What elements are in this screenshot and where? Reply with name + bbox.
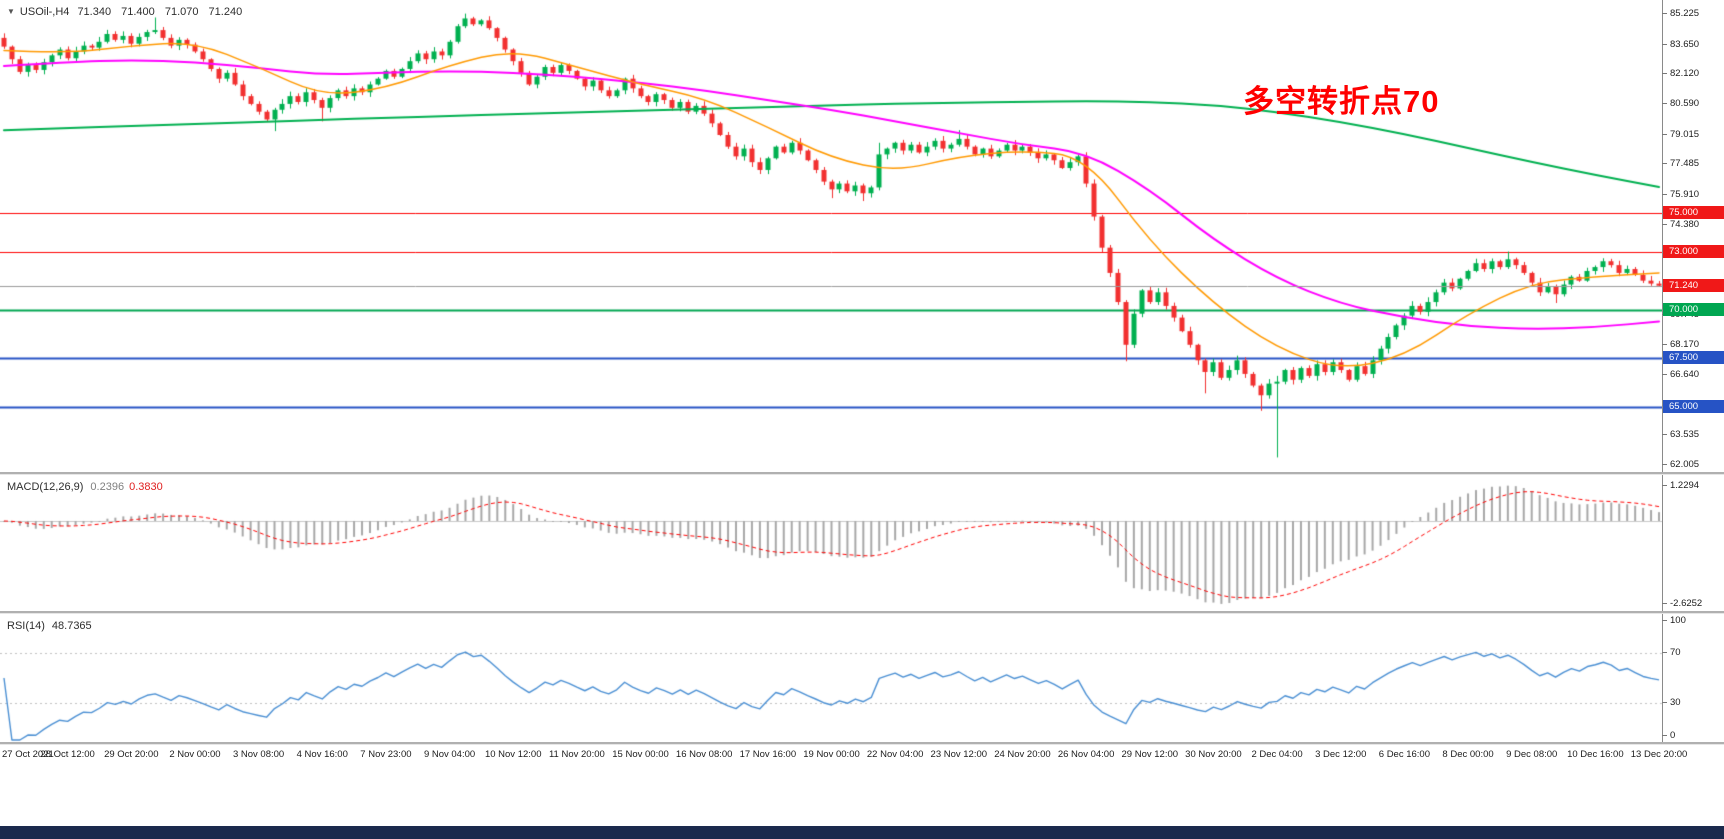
panel-separator[interactable] — [0, 611, 1724, 614]
price-tick-label: 77.485 — [1661, 158, 1700, 170]
rsi-tick-label: 30 — [1662, 696, 1681, 708]
taskbar — [0, 826, 1724, 839]
macd-indicator-name: MACD(12,26,9) — [7, 481, 84, 493]
macd-tick-label: -2.6252 — [1661, 597, 1703, 609]
time-label: 9 Dec 08:00 — [1506, 749, 1558, 760]
symbol-ohlc-quote: 71.340 71.400 71.070 71.240 — [77, 6, 243, 18]
price-tick-label: 85.225 — [1661, 8, 1700, 20]
macd-signal-value: 0.3830 — [129, 481, 163, 493]
time-label: 23 Nov 12:00 — [930, 749, 988, 760]
price-tick-label: 63.535 — [1661, 429, 1700, 441]
rsi-value: 48.7365 — [51, 620, 92, 632]
price-line-badge: 65.000 — [1663, 399, 1724, 413]
rsi-tick-label: 100 — [1662, 615, 1686, 626]
price-line-badge: 73.000 — [1663, 244, 1724, 258]
price-tick-label: 75.910 — [1661, 189, 1700, 201]
rsi-indicator-name: RSI(14) — [7, 620, 45, 632]
rsi-chart-canvas[interactable] — [0, 614, 1663, 742]
price-line-badge: 75.000 — [1663, 205, 1724, 219]
time-label: 24 Nov 20:00 — [994, 749, 1051, 760]
time-label: 19 Nov 00:00 — [803, 749, 860, 760]
time-label: 11 Nov 20:00 — [548, 749, 605, 760]
panel-separator[interactable] — [0, 472, 1724, 475]
macd-tick-label: 1.2294 — [1661, 479, 1700, 491]
price-tick-label: 82.120 — [1661, 68, 1700, 80]
current-price-badge: 71.240 — [1663, 278, 1724, 292]
price-tick-label: 68.170 — [1661, 339, 1700, 351]
price-line-badge: 70.000 — [1663, 302, 1724, 316]
time-label: 8 Dec 00:00 — [1442, 749, 1494, 760]
symbol-name: USOil-,H4 — [19, 6, 70, 18]
time-label: 4 Nov 16:00 — [296, 749, 348, 760]
price-tick-label: 74.380 — [1661, 218, 1700, 230]
time-label: 3 Nov 08:00 — [232, 749, 285, 760]
rsi-tick-label: 0 — [1661, 730, 1676, 741]
time-label: 29 Nov 12:00 — [1121, 749, 1179, 760]
rsi-tick-label: 70 — [1662, 647, 1681, 659]
time-label: 3 Dec 12:00 — [1315, 749, 1367, 760]
time-label: 29 Oct 20:00 — [104, 749, 159, 760]
macd-value: 0.2396 — [90, 481, 125, 493]
rsi-axis[interactable]: 100 70 30 0 — [1661, 614, 1724, 742]
time-label: 15 Nov 00:00 — [612, 749, 669, 760]
price-tick-label: 80.590 — [1661, 98, 1700, 110]
time-label: 30 Nov 20:00 — [1185, 749, 1242, 760]
price-chart-canvas[interactable] — [0, 0, 1663, 472]
time-label: 9 Nov 04:00 — [423, 749, 476, 760]
time-label: 7 Nov 23:00 — [360, 749, 412, 760]
time-label: 22 Nov 04:00 — [866, 749, 924, 760]
rsi-panel: RSI(14) 48.7365 100 70 30 0 — [0, 614, 1724, 742]
time-label: 16 Nov 08:00 — [675, 749, 733, 760]
rsi-label: RSI(14) 48.7365 — [7, 620, 92, 632]
time-label: 13 Dec 20:00 — [1630, 749, 1688, 760]
time-label: 27 Oct 2021 — [2, 749, 54, 760]
time-label: 10 Dec 16:00 — [1567, 749, 1624, 760]
macd-panel: MACD(12,26,9) 0.2396 0.3830 1.2294 -2.6252 — [0, 475, 1724, 611]
time-axis[interactable]: 27 Oct 2021 28 Oct 12:00 29 Oct 20:00 2 Nov… — [0, 745, 1724, 763]
symbol-label: ▼ USOil-,H4 71.340 71.400 71.070 71.240 — [7, 6, 242, 18]
macd-chart-canvas[interactable] — [0, 475, 1663, 611]
price-panel: ▼ USOil-,H4 71.340 71.400 71.070 71.240 多空… — [0, 0, 1724, 472]
price-line-badge: 67.500 — [1663, 351, 1724, 365]
panel-separator[interactable] — [0, 742, 1724, 745]
time-label: 28 Oct 12:00 — [40, 749, 95, 760]
time-label: 2 Nov 00:00 — [169, 749, 221, 760]
time-label: 26 Nov 04:00 — [1057, 749, 1115, 760]
time-label: 2 Dec 04:00 — [1251, 749, 1303, 760]
time-label: 6 Dec 16:00 — [1378, 749, 1431, 760]
time-label: 17 Nov 16:00 — [739, 749, 797, 760]
price-tick-label: 83.650 — [1661, 38, 1700, 50]
macd-axis[interactable]: 1.2294 -2.6252 — [1661, 475, 1724, 611]
annotation-text: 多空转折点70 — [1243, 84, 1440, 119]
chart-shift-triangle-icon[interactable]: ▼ — [7, 7, 15, 16]
macd-label: MACD(12,26,9) 0.2396 0.3830 — [7, 481, 163, 493]
price-tick-label: 66.640 — [1661, 369, 1700, 381]
price-axis[interactable]: 85.225 83.650 82.120 80.590 79.015 77.485 75.9… — [1661, 0, 1724, 472]
price-tick-label: 79.015 — [1661, 128, 1700, 140]
price-tick-label: 62.005 — [1661, 459, 1700, 471]
time-label: 10 Nov 12:00 — [484, 749, 542, 760]
